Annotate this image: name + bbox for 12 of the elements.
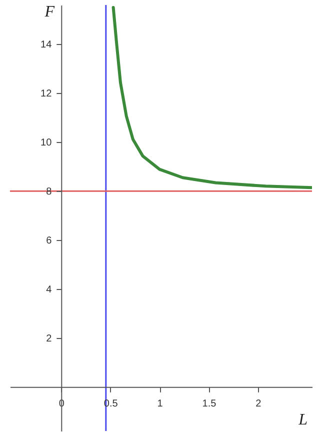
y-tick-label: 4 [46,284,52,296]
y-tick-label: 6 [46,236,52,247]
x-axis-title: L [298,411,308,428]
y-tick-label: 12 [40,88,52,100]
y-tick-label: 14 [40,40,52,51]
x-tick-label: 2 [256,398,262,410]
line-series [112,6,312,190]
y-tick-label: 10 [40,138,52,149]
x-tick-label: 1.5 [202,398,217,410]
x-tick-label: 1 [157,398,164,410]
y-axis-title: F [44,4,55,20]
y-tick-label: 2 [46,333,52,344]
